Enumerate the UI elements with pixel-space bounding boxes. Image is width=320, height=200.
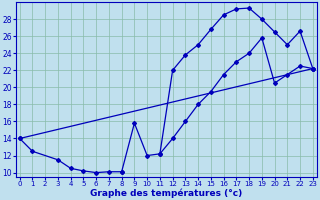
X-axis label: Graphe des températures (°c): Graphe des températures (°c) [90, 188, 242, 198]
